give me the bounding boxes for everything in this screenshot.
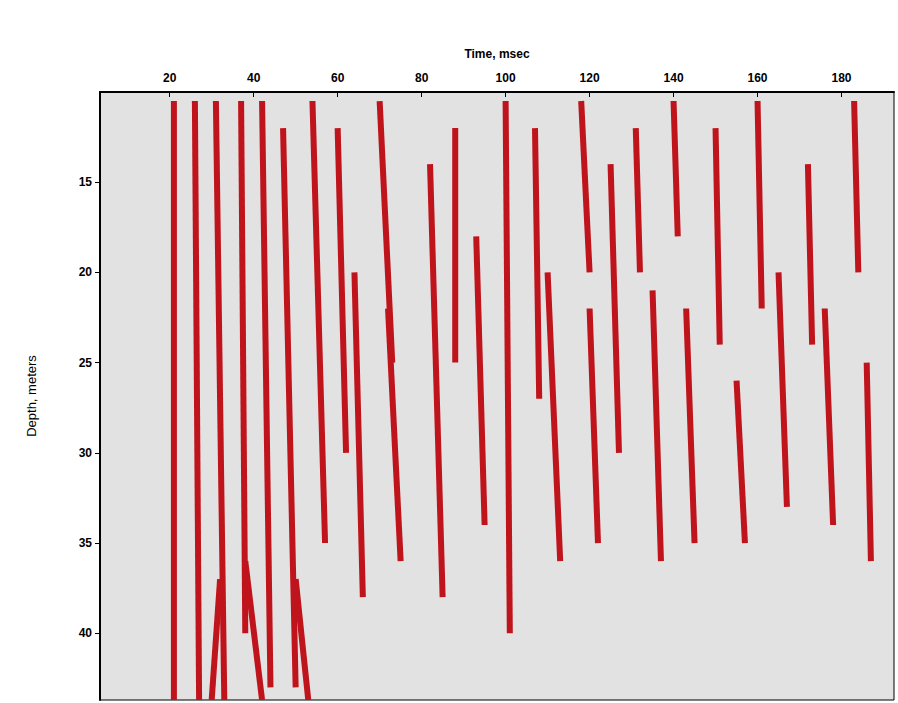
- svg-text:40: 40: [79, 626, 93, 640]
- svg-text:100: 100: [496, 71, 516, 85]
- svg-text:120: 120: [580, 71, 600, 85]
- svg-text:180: 180: [831, 71, 851, 85]
- svg-text:15: 15: [79, 175, 93, 189]
- svg-text:20: 20: [163, 71, 177, 85]
- svg-text:35: 35: [79, 536, 93, 550]
- svg-text:30: 30: [79, 446, 93, 460]
- svg-text:40: 40: [247, 71, 261, 85]
- svg-text:60: 60: [331, 71, 345, 85]
- svg-text:25: 25: [79, 356, 93, 370]
- svg-text:140: 140: [664, 71, 684, 85]
- svg-text:20: 20: [79, 265, 93, 279]
- svg-text:Depth, meters: Depth, meters: [24, 355, 39, 437]
- svg-text:80: 80: [415, 71, 429, 85]
- svg-text:Time, msec: Time, msec: [464, 47, 529, 61]
- svg-text:160: 160: [748, 71, 768, 85]
